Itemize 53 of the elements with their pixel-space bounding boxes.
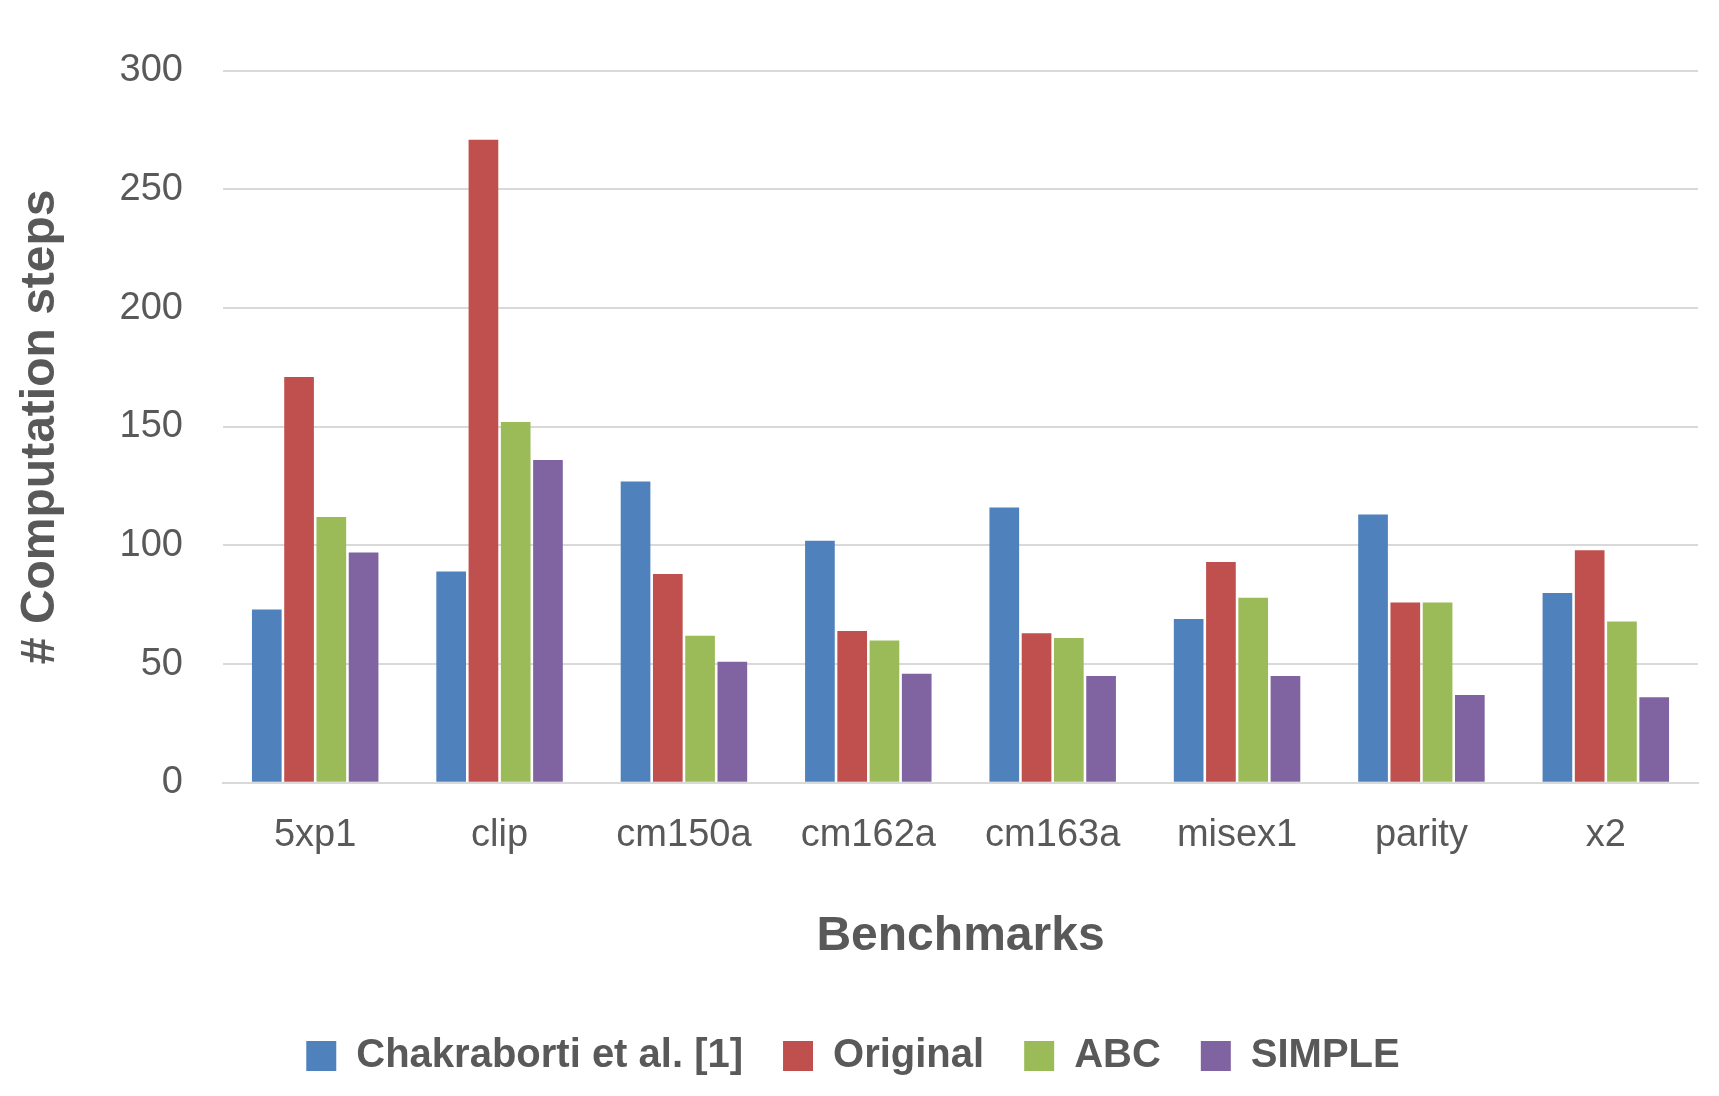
bar	[1053, 638, 1084, 782]
bar	[284, 376, 314, 782]
y-tick-label: 300	[119, 47, 183, 90]
y-tick-label: 50	[140, 640, 183, 683]
bar	[1238, 597, 1269, 782]
bar	[1422, 602, 1453, 782]
bar	[1454, 694, 1485, 782]
legend-label: ABC	[1074, 1031, 1161, 1076]
x-tick-label: 5xp1	[273, 812, 357, 855]
x-tick-label: cm150a	[616, 812, 753, 855]
bar	[717, 661, 748, 782]
x-axis-title: Benchmarks	[816, 907, 1105, 961]
bar	[1173, 619, 1204, 782]
bar	[533, 460, 563, 782]
bar	[1206, 562, 1236, 782]
bar	[837, 630, 868, 782]
y-tick-label: 250	[119, 165, 183, 208]
x-tick-label: x2	[1585, 812, 1626, 855]
bar	[1542, 592, 1573, 782]
x-tick-label: misex1	[1176, 812, 1298, 855]
bar	[620, 481, 651, 782]
bar	[805, 540, 835, 782]
bar	[348, 552, 379, 782]
bar	[1021, 633, 1052, 782]
bar	[869, 640, 900, 782]
bar	[1574, 550, 1605, 782]
x-tick-label: cm163a	[985, 812, 1122, 855]
bar	[1270, 676, 1301, 782]
legend-label: SIMPLE	[1250, 1031, 1400, 1076]
bar	[436, 571, 467, 782]
bar	[652, 573, 683, 782]
y-axis-title: # Computation steps	[11, 189, 65, 665]
bar	[468, 139, 499, 782]
legend-label: Chakraborti et al. [1]	[356, 1031, 744, 1076]
legend-label: Original	[833, 1031, 985, 1076]
x-tick-label: parity	[1374, 812, 1468, 855]
bar	[1639, 697, 1670, 782]
bar	[901, 673, 932, 782]
y-tick-label: 200	[119, 284, 183, 327]
y-tick-label: 150	[119, 403, 183, 446]
bar	[989, 507, 1020, 782]
bar	[1086, 676, 1116, 782]
bar	[500, 422, 531, 782]
y-tick-label: 100	[119, 521, 183, 564]
bar	[685, 635, 715, 782]
bar	[1390, 602, 1421, 782]
bar	[1607, 621, 1637, 782]
bar	[1358, 514, 1388, 782]
bar	[316, 516, 347, 782]
x-tick-label: cm162a	[800, 812, 937, 855]
bar	[251, 609, 282, 782]
x-tick-label: clip	[471, 812, 529, 855]
y-tick-label: 0	[161, 759, 183, 802]
